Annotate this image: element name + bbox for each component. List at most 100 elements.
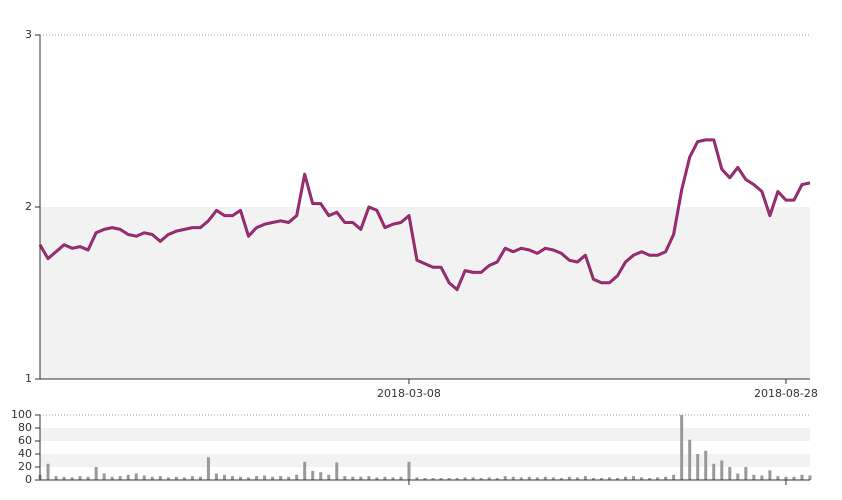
volume-bar bbox=[696, 454, 700, 480]
y-tick-label: 2 bbox=[25, 200, 32, 213]
volume-bar bbox=[431, 478, 435, 480]
volume-bar bbox=[591, 478, 595, 480]
volume-bar bbox=[383, 476, 387, 480]
volume-bar bbox=[567, 476, 571, 480]
volume-bar bbox=[736, 473, 740, 480]
volume-bar bbox=[792, 476, 796, 480]
volume-bar bbox=[616, 478, 619, 480]
volume-bar bbox=[335, 462, 339, 480]
x-tick-label: 2018-08-28 bbox=[754, 387, 818, 400]
volume-bar bbox=[182, 477, 186, 480]
volume-bar bbox=[110, 476, 114, 480]
y-tick-label: 1 bbox=[25, 372, 32, 385]
volume-bar bbox=[271, 476, 275, 480]
volume-bar bbox=[263, 475, 267, 480]
volume-bar bbox=[744, 467, 748, 480]
volume-bar bbox=[359, 476, 363, 480]
y-tick-label: 0 bbox=[25, 473, 32, 486]
volume-bar bbox=[583, 476, 587, 480]
volume-bar bbox=[247, 477, 251, 480]
volume-bar bbox=[303, 461, 307, 480]
volume-bar bbox=[632, 476, 636, 480]
volume-bar bbox=[255, 476, 259, 480]
volume-bar bbox=[511, 476, 515, 480]
y-tick-label: 3 bbox=[25, 28, 32, 41]
volume-bar bbox=[222, 474, 226, 480]
volume-bar bbox=[134, 473, 138, 480]
band bbox=[40, 207, 810, 379]
volume-bar bbox=[607, 477, 611, 480]
volume-bar bbox=[158, 476, 162, 480]
volume-bar bbox=[535, 477, 539, 480]
volume-bar bbox=[102, 473, 106, 480]
volume-bar bbox=[656, 477, 660, 480]
volume-bar bbox=[551, 477, 555, 480]
volume-bar bbox=[680, 415, 684, 480]
volume-bar bbox=[720, 460, 724, 480]
volume-bar bbox=[768, 470, 772, 480]
volume-bar bbox=[624, 476, 628, 480]
y-tick-label: 40 bbox=[18, 447, 32, 460]
volume-bar bbox=[463, 477, 467, 480]
volume-bar bbox=[479, 478, 483, 480]
band bbox=[40, 454, 810, 467]
volume-bar bbox=[447, 478, 451, 480]
volume-bar bbox=[503, 476, 507, 480]
volume-bar bbox=[423, 478, 427, 480]
volume-bar bbox=[327, 474, 331, 480]
volume-bar bbox=[174, 476, 178, 480]
volume-bar bbox=[575, 477, 579, 480]
volume-bar bbox=[415, 477, 419, 480]
volume-bar bbox=[495, 478, 499, 480]
volume-bar bbox=[190, 476, 194, 480]
volume-bar bbox=[295, 474, 299, 480]
volume-bar bbox=[784, 476, 788, 480]
volume-bar bbox=[311, 470, 315, 480]
volume-bar bbox=[712, 463, 716, 480]
volume-bar bbox=[206, 457, 210, 480]
volume-bar bbox=[543, 476, 547, 480]
volume-bar bbox=[118, 476, 122, 480]
volume-bar bbox=[70, 477, 74, 480]
volume-bar bbox=[239, 476, 243, 480]
volume-bar bbox=[728, 467, 732, 480]
volume-bar bbox=[367, 476, 371, 480]
volume-bar bbox=[599, 478, 603, 480]
volume-bar bbox=[375, 477, 379, 480]
volume-bar bbox=[704, 450, 708, 480]
y-tick-label: 60 bbox=[18, 434, 32, 447]
volume-bar bbox=[471, 477, 475, 480]
band bbox=[40, 428, 810, 441]
volume-bar bbox=[439, 478, 443, 480]
volume-bar bbox=[672, 474, 676, 480]
volume-bar bbox=[198, 476, 202, 480]
volume-bar bbox=[279, 476, 283, 480]
volume-bar bbox=[231, 476, 234, 480]
volume-bar bbox=[391, 477, 395, 480]
volume-bar bbox=[78, 476, 82, 480]
volume-bar bbox=[648, 478, 652, 480]
volume-bar bbox=[62, 476, 66, 480]
volume-bar bbox=[319, 472, 323, 480]
volume-bar bbox=[752, 474, 756, 480]
volume-bar bbox=[126, 474, 130, 480]
volume-bar bbox=[527, 476, 531, 480]
volume-bar bbox=[688, 439, 692, 480]
volume-bar bbox=[399, 476, 403, 480]
volume-bar bbox=[287, 476, 291, 480]
volume-bar bbox=[519, 477, 523, 480]
volume-bar bbox=[808, 475, 812, 480]
volume-bar bbox=[343, 476, 347, 480]
volume-bar bbox=[800, 474, 804, 480]
volume-bar bbox=[150, 476, 154, 480]
y-tick-label: 100 bbox=[11, 408, 32, 421]
volume-bar bbox=[94, 467, 98, 480]
y-tick-label: 80 bbox=[18, 421, 32, 434]
y-tick-label: 20 bbox=[18, 460, 32, 473]
volume-bar bbox=[166, 477, 170, 480]
volume-bar bbox=[46, 463, 50, 480]
volume-bar bbox=[351, 476, 355, 480]
volume-bar bbox=[407, 461, 411, 480]
